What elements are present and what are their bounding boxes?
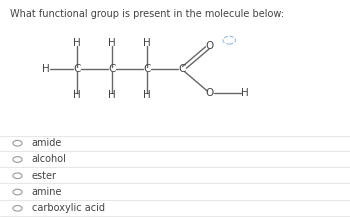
Text: H: H	[73, 90, 81, 100]
Text: H: H	[108, 90, 116, 100]
Text: H: H	[143, 38, 151, 48]
Text: ester: ester	[32, 171, 56, 181]
Text: C: C	[73, 64, 81, 74]
Text: H: H	[73, 38, 81, 48]
Text: What functional group is present in the molecule below:: What functional group is present in the …	[10, 9, 285, 19]
Text: O: O	[206, 88, 214, 98]
Text: alcohol: alcohol	[32, 155, 66, 164]
Text: carboxylic acid: carboxylic acid	[32, 203, 105, 213]
Text: amine: amine	[32, 187, 62, 197]
Text: O: O	[206, 41, 214, 51]
Text: amide: amide	[32, 138, 62, 148]
Text: H: H	[42, 64, 49, 74]
Text: H: H	[241, 88, 249, 98]
Text: H: H	[108, 38, 116, 48]
Text: C: C	[178, 64, 186, 74]
Text: C: C	[108, 64, 116, 74]
Text: C: C	[143, 64, 151, 74]
Text: H: H	[143, 90, 151, 100]
